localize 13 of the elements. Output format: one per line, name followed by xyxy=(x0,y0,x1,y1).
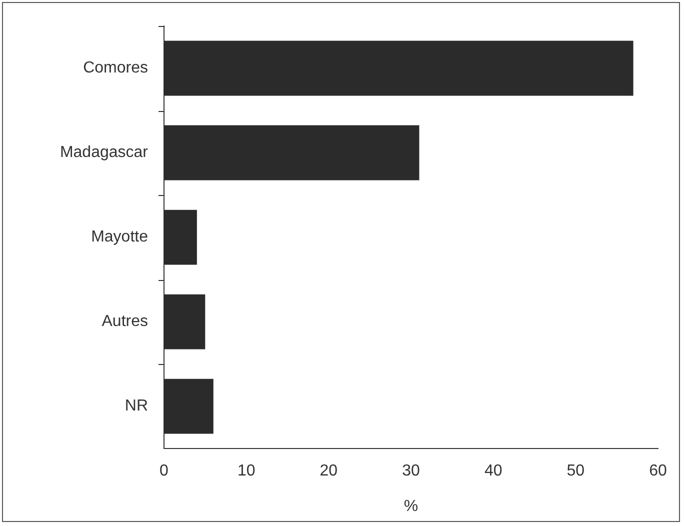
x-tick-label: 50 xyxy=(566,462,585,480)
x-tick-label: 60 xyxy=(649,462,667,480)
y-tick-label: Mayotte xyxy=(91,228,148,246)
x-tick-label: 0 xyxy=(160,462,169,480)
y-tick-label: NR xyxy=(124,398,148,415)
x-tick-label: 40 xyxy=(484,462,502,480)
y-tick-label: Madagascar xyxy=(60,144,149,162)
y-tick-label: Comores xyxy=(83,60,148,77)
x-tick-label: 20 xyxy=(320,462,338,480)
x-axis-title: % xyxy=(404,498,418,515)
y-tick-label: Autres xyxy=(102,313,148,330)
x-tick-label: 10 xyxy=(237,462,256,480)
x-tick-label: 30 xyxy=(402,462,420,480)
